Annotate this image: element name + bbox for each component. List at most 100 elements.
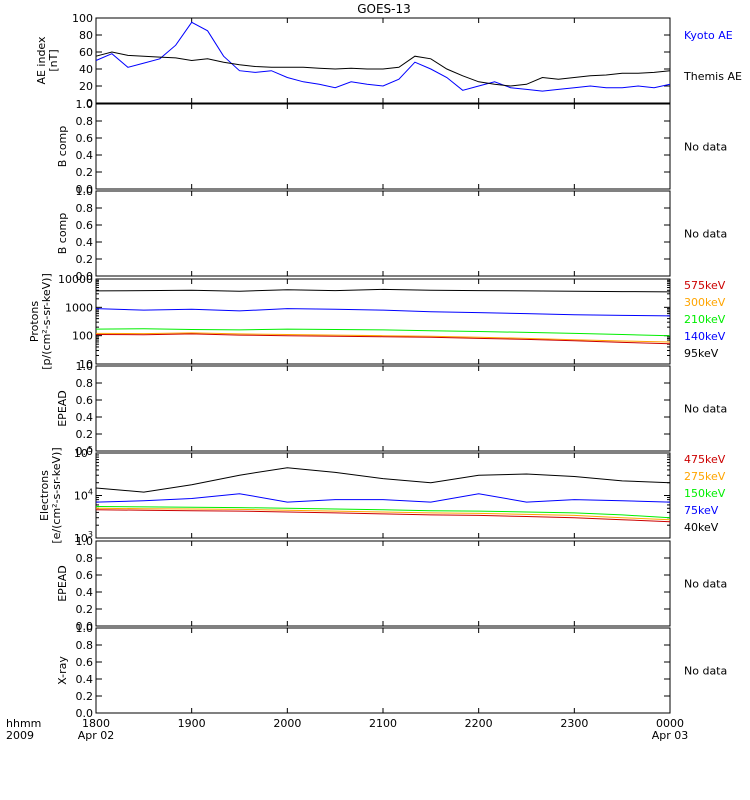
legend-label-140kev: 140keV (684, 330, 726, 343)
y-tick-label: 0.0 (76, 707, 94, 720)
y-tick-label: 1.0 (76, 185, 94, 198)
no-data-note: No data (684, 228, 727, 241)
x-tick-label: 2100 (369, 717, 397, 730)
series-line-kyoto-ae (95, 21, 671, 92)
y-tick-label: 0.8 (76, 639, 94, 652)
y-tick-label: 0.4 (76, 586, 94, 599)
legend-label-275kev: 275keV (684, 470, 726, 483)
y-tick-label: 60 (79, 46, 93, 59)
y-tick-label: 0.8 (76, 115, 94, 128)
panel-frame (95, 540, 671, 627)
legend-label-40kev: 40keV (684, 521, 719, 534)
series-line-140kev (95, 308, 671, 317)
legend-label-575kev: 575keV (684, 279, 726, 292)
series-line-300kev (95, 332, 671, 343)
panel-frame (95, 452, 671, 539)
y-axis-label: Electrons (38, 470, 51, 521)
y-tick-label: 0.2 (76, 603, 94, 616)
x-tick-label: 1800 (82, 717, 110, 730)
plot-title: GOES-13 (357, 2, 411, 16)
y-tick-label: 1.0 (76, 98, 94, 111)
panel-4: 10 100 1000 10000 Protons [p/(cm²-s-sr-keV)] 5… (28, 273, 726, 371)
y-tick-label: 0.0 (76, 183, 94, 196)
y-tick-label: 40 (79, 63, 93, 76)
x-tick-label: 1900 (178, 717, 206, 730)
panel-2: 0.0 0.2 0.4 0.6 0.8 1.0 B comp No data (56, 98, 727, 196)
panel-3: 0.0 0.2 0.4 0.6 0.8 1.0 B comp No data (56, 185, 727, 283)
y-tick-label: 100 (72, 12, 93, 25)
time-axis-corner-bottom: 2009 (6, 729, 34, 742)
y-tick-label: 1000 (65, 301, 93, 314)
x-date-label: Apr 03 (652, 729, 689, 742)
y-axis-label: B comp (56, 126, 69, 168)
y-tick-label: 0.2 (76, 166, 94, 179)
panel-frame (95, 17, 671, 104)
series-line-150kev (95, 506, 671, 519)
y-tick-label: 0 (86, 97, 93, 110)
panel-8: 0.0 0.2 0.4 0.6 0.8 1.0 X-ray No data (56, 622, 727, 720)
y-tick-label: 1.0 (76, 622, 94, 635)
y-tick-label: 103 (74, 530, 93, 545)
panel-frame (95, 365, 671, 452)
y-tick-label: 1.0 (76, 535, 94, 548)
y-tick-label: 10000 (58, 273, 93, 286)
legend-label-210kev: 210keV (684, 313, 726, 326)
series-line-themis-ae (95, 51, 671, 87)
legend-label-475kev: 475keV (684, 453, 726, 466)
y-tick-label: 105 (74, 445, 93, 460)
y-tick-label: 0.0 (76, 620, 94, 633)
panel-5: 0.0 0.2 0.4 0.6 0.8 1.0 EPEAD No data (56, 360, 727, 458)
y-tick-label: 1.0 (76, 360, 94, 373)
y-tick-label: 0.6 (76, 219, 94, 232)
panel-7: 0.0 0.2 0.4 0.6 0.8 1.0 EPEAD No data (56, 535, 727, 633)
legend-label-150kev: 150keV (684, 487, 726, 500)
y-tick-label: 0.8 (76, 377, 94, 390)
panel-frame (95, 103, 671, 190)
series-line-75kev (95, 493, 671, 503)
y-tick-label: 0.6 (76, 394, 94, 407)
x-tick-label: 2300 (560, 717, 588, 730)
y-tick-label: 10 (79, 358, 93, 371)
y-axis-label: EPEAD (56, 390, 69, 427)
y-tick-label: 0.0 (76, 445, 94, 458)
y-tick-label: 0.4 (76, 149, 94, 162)
y-tick-label: 0.0 (76, 270, 94, 283)
x-tick-label: 2200 (465, 717, 493, 730)
y-tick-label: 0.6 (76, 656, 94, 669)
y-tick-label: 0.2 (76, 690, 94, 703)
y-tick-label: 104 (74, 488, 93, 503)
y-tick-label: 0.6 (76, 569, 94, 582)
legend-label-kyoto-ae: Kyoto AE (684, 29, 733, 42)
legend-label-95kev: 95keV (684, 347, 719, 360)
y-axis-label: X-ray (56, 656, 69, 685)
y-axis-label: B comp (56, 213, 69, 255)
no-data-note: No data (684, 578, 727, 591)
y-axis-label: [e/(cm²-s-sr-keV)] (50, 447, 63, 543)
y-tick-label: 0.4 (76, 236, 94, 249)
y-tick-label: 0.4 (76, 673, 94, 686)
y-tick-label: 100 (72, 330, 93, 343)
y-tick-label: 0.4 (76, 411, 94, 424)
series-line-210kev (95, 328, 671, 337)
legend-label-themis-ae: Themis AE (683, 70, 742, 83)
panel-frame (95, 190, 671, 277)
y-tick-label: 0.8 (76, 202, 94, 215)
legend-label-300kev: 300keV (684, 296, 726, 309)
series-line-95kev (95, 288, 671, 293)
y-tick-label: 0.2 (76, 428, 94, 441)
series-line-575kev (95, 333, 671, 345)
y-tick-label: 20 (79, 80, 93, 93)
x-tick-label: 0000 (656, 717, 684, 730)
no-data-note: No data (684, 403, 727, 416)
y-tick-label: 80 (79, 29, 93, 42)
x-tick-label: 2000 (273, 717, 301, 730)
y-tick-label: 0.2 (76, 253, 94, 266)
legend-label-75kev: 75keV (684, 504, 719, 517)
y-axis-label: Protons (28, 301, 41, 342)
y-axis-label: EPEAD (56, 565, 69, 602)
series-line-40kev (95, 467, 671, 493)
y-axis-label: AE index (35, 36, 48, 85)
y-axis-label: [p/(cm²-s-sr-keV)] (40, 273, 53, 370)
x-date-label: Apr 02 (78, 729, 115, 742)
